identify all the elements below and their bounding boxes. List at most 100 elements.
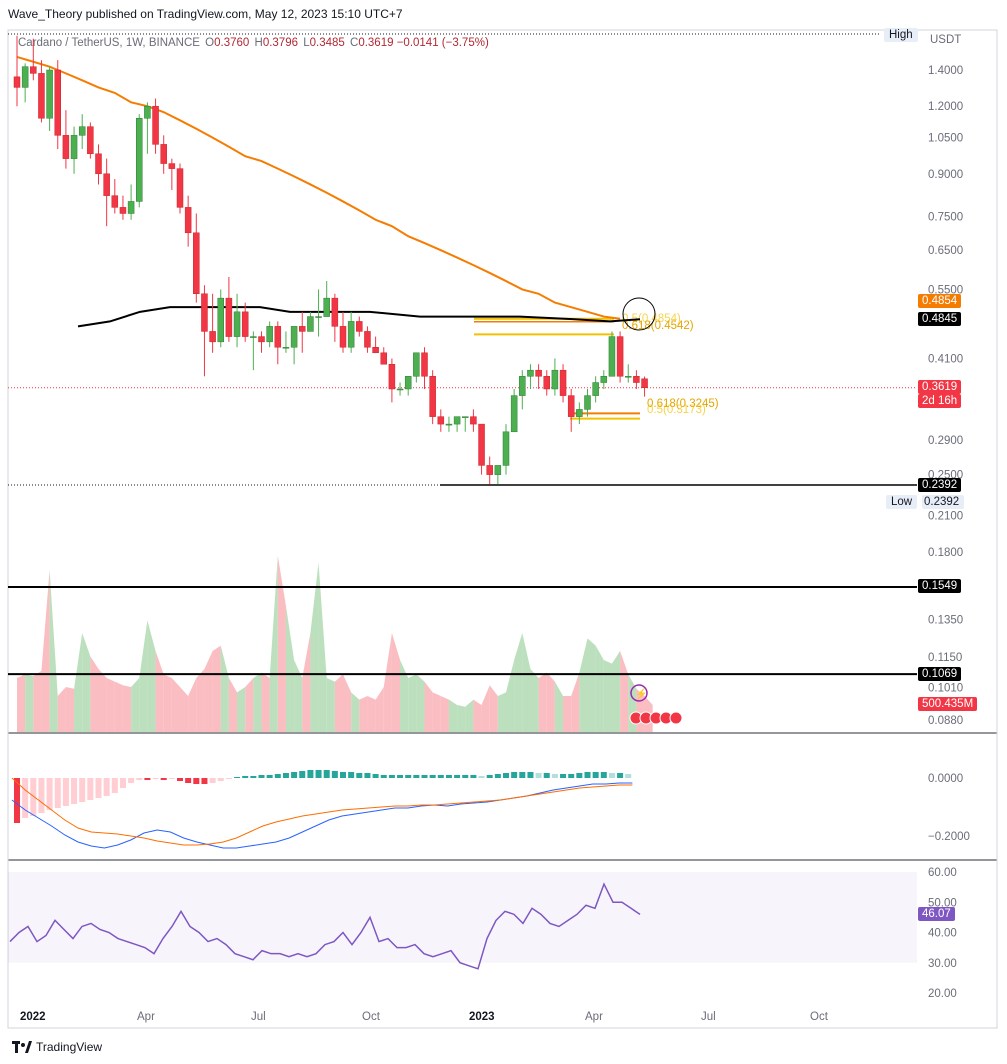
macd-histogram-bar (266, 775, 273, 778)
high-marker: High (884, 28, 918, 42)
volume-area-segment (571, 672, 580, 732)
macd-histogram-bar (421, 775, 428, 778)
macd-histogram-bar (209, 778, 216, 783)
price-axis-tick: 0.7500 (928, 212, 963, 224)
volume-area-segment (310, 562, 319, 732)
volume-area-segment (489, 685, 498, 732)
publisher-line: Wave_Theory published on TradingView.com… (8, 7, 403, 21)
support-line2-tag: 0.1069 (918, 667, 962, 681)
volume-area-segment (188, 678, 197, 732)
candle-body (127, 201, 135, 214)
macd-histogram-bar (299, 771, 306, 778)
macd-histogram-bar (315, 770, 322, 778)
close-value: 0.3619 (358, 37, 394, 49)
macd-histogram-bar (608, 773, 615, 778)
volume-area-segment (155, 651, 164, 732)
support-line-tag: 0.1549 (918, 579, 962, 593)
macd-histogram-bar (111, 778, 118, 793)
rsi-axis-tick: 20.00 (928, 988, 957, 1000)
tradingview-footer[interactable]: TradingView (12, 1040, 102, 1054)
volume-area-segment (131, 678, 140, 732)
candle-body (225, 297, 233, 337)
volume-area-segment (25, 674, 34, 732)
macd-histogram-bar (79, 778, 86, 802)
candle-body (38, 73, 45, 119)
candle-body (184, 207, 192, 234)
candle-body (87, 126, 94, 155)
low-marker-label: Low (886, 495, 918, 509)
rsi-tag: 46.07 (918, 907, 955, 921)
volume-area-segment (196, 669, 205, 732)
low-value: 0.3485 (309, 37, 345, 49)
candle-body (95, 153, 102, 175)
rsi-axis-tick: 40.00 (928, 928, 957, 940)
macd-histogram-bar (454, 775, 461, 778)
ma-orange-line (16, 55, 621, 320)
x-axis-tick: Oct (810, 1011, 829, 1023)
volume-area-segment (391, 633, 401, 732)
macd-histogram-bar (503, 773, 509, 778)
low-line-tag: 0.2392 (918, 478, 962, 492)
change-value: −0.0141 (−3.75%) (396, 37, 489, 49)
volume-area-segment (367, 696, 376, 732)
candle-body (119, 207, 127, 214)
symbol-name[interactable]: Cardano / TetherUS, 1W, BINANCE (18, 37, 200, 49)
candle-body (339, 326, 347, 348)
candle-body (543, 376, 550, 390)
volume-area-segment (563, 696, 572, 732)
crossover-circle (622, 297, 656, 331)
candle-body (576, 409, 583, 417)
candle-body (299, 326, 306, 332)
volume-area-segment (530, 669, 539, 732)
volume-area-segment (253, 672, 262, 732)
macd-histogram-bar (217, 778, 224, 781)
volume-area-segment (343, 674, 352, 732)
volume-area-segment (383, 633, 392, 732)
macd-histogram-bar (356, 773, 363, 778)
macd-histogram-bar (372, 774, 379, 778)
candle-body (282, 347, 290, 349)
candle-body (62, 135, 70, 159)
macd-histogram-bar (462, 775, 469, 778)
rsi-axis-tick: 50.00 (928, 897, 957, 909)
macd-histogram-bar (128, 778, 135, 783)
volume-area-segment (538, 672, 547, 732)
candle-body (445, 423, 453, 426)
price-axis-tick: 0.0880 (928, 715, 963, 727)
candle-body (160, 144, 167, 164)
candle-body (413, 352, 420, 377)
macd-histogram-bar (625, 774, 632, 778)
macd-histogram-bar (380, 775, 387, 778)
volume-area-segment (481, 685, 490, 732)
ma-black-tag: 0.4845 (918, 312, 962, 326)
volume-area-segment (416, 674, 425, 732)
candle-body (111, 195, 119, 208)
candle-body (103, 173, 110, 196)
price-axis-tick: 0.5500 (928, 284, 963, 296)
candle-body (78, 126, 86, 136)
macd-histogram-bar (54, 778, 61, 808)
x-axis-tick: 2023 (469, 1011, 495, 1023)
volume-area-segment (17, 674, 26, 732)
macd-histogram-bar (470, 775, 477, 778)
macd-histogram-bar (14, 778, 20, 823)
volume-area-segment (212, 645, 221, 732)
candle-body (21, 66, 29, 88)
macd-histogram-bar (38, 778, 45, 813)
macd-histogram-bar (71, 778, 78, 804)
macd-histogram-bar (494, 774, 501, 778)
candle-body (584, 395, 591, 410)
volume-area-segment (277, 555, 286, 732)
volume-area-segment (65, 687, 75, 732)
fib-label: 0.618(0.3245) (647, 398, 719, 410)
rsi-axis-tick: 30.00 (928, 958, 957, 970)
candle-body (70, 135, 78, 159)
volume-area-segment (595, 645, 604, 732)
macd-histogram-bar (46, 778, 53, 810)
fib-label: 0.618(0.4542) (622, 320, 694, 332)
candle-body (462, 416, 469, 418)
candle-body (559, 369, 567, 396)
candle-body (510, 395, 518, 433)
volume-area-segment (424, 681, 433, 732)
